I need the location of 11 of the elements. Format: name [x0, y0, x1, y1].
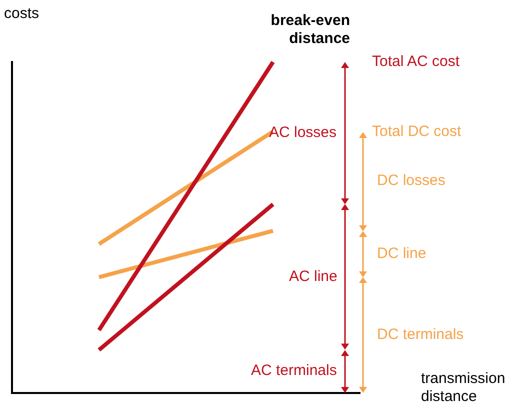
legend-label: Total AC cost — [372, 53, 460, 71]
text: DC line — [377, 244, 426, 263]
legend-label: Total DC cost — [372, 122, 462, 140]
y-axis-title: costs — [4, 5, 40, 23]
x-axis-title: transmission distance — [421, 370, 506, 406]
annotation: AC terminals — [251, 362, 337, 380]
text: DC terminals — [377, 326, 464, 344]
text: DC losses — [377, 172, 446, 190]
annotation: AC line — [289, 268, 338, 286]
annotation: AC losses — [269, 124, 337, 142]
text: break-even distance — [270, 12, 350, 48]
